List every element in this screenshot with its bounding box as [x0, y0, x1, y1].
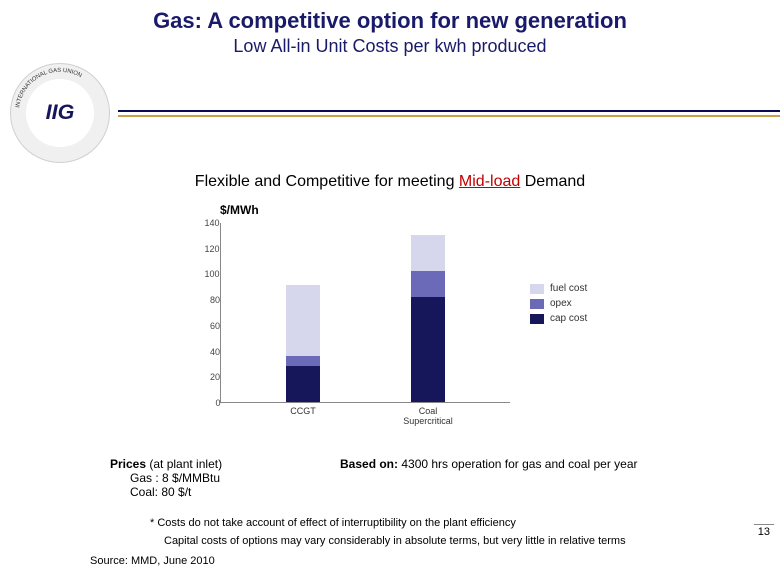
price-coal: Coal: 80 $/t	[110, 485, 310, 499]
price-assumptions: Prices (at plant inlet) Gas : 8 $/MMBtu …	[110, 457, 310, 499]
page-title: Gas: A competitive option for new genera…	[0, 0, 780, 34]
igu-logo: INTERNATIONAL GAS UNION IIG	[10, 63, 110, 163]
legend-swatch	[530, 314, 544, 324]
ytick: 120	[204, 244, 219, 254]
tagline-mid: Mid-load	[459, 173, 520, 190]
bar	[411, 235, 445, 402]
page-number: 13	[754, 524, 774, 538]
footnote-2: Capital costs of options may vary consid…	[150, 535, 780, 547]
legend-label: fuel cost	[550, 283, 587, 294]
ytick: 60	[210, 321, 220, 331]
legend-label: opex	[550, 298, 572, 309]
ytick: 0	[215, 398, 220, 408]
ytick: 80	[210, 295, 220, 305]
bar-segment-cap_cost	[411, 297, 445, 402]
x-label: CCGT	[263, 407, 343, 417]
based-rest: 4300 hrs operation for gas and coal per …	[398, 457, 637, 471]
legend-item: cap cost	[530, 313, 587, 324]
y-axis-unit: $/MWh	[220, 203, 780, 217]
ytick: 140	[204, 218, 219, 228]
tagline-post: Demand	[520, 173, 585, 190]
legend-swatch	[530, 284, 544, 294]
basis-assumption: Based on: 4300 hrs operation for gas and…	[310, 457, 690, 499]
bar-segment-fuel_cost	[411, 235, 445, 271]
footnote-1: * Costs do not take account of effect of…	[150, 517, 780, 529]
logo-initials: IIG	[46, 99, 75, 124]
source-line: Source: MMD, June 2010	[0, 555, 780, 567]
ytick: 20	[210, 372, 220, 382]
footnotes: * Costs do not take account of effect of…	[0, 517, 780, 547]
legend-swatch	[530, 299, 544, 309]
legend-item: opex	[530, 298, 587, 309]
bar	[286, 285, 320, 402]
tagline-pre: Flexible and Competitive for meeting	[195, 173, 459, 190]
bar-segment-cap_cost	[286, 366, 320, 402]
prices-heading: Prices	[110, 457, 146, 471]
bar-segment-opex	[286, 356, 320, 366]
ytick: 100	[204, 269, 219, 279]
legend-item: fuel cost	[530, 283, 587, 294]
tagline: Flexible and Competitive for meeting Mid…	[0, 173, 780, 191]
plot-area: 020406080100120140CCGTCoal Supercritical	[220, 223, 510, 403]
prices-heading-rest: (at plant inlet)	[146, 457, 222, 471]
page-subtitle: Low All-in Unit Costs per kwh produced	[0, 34, 780, 57]
price-gas: Gas : 8 $/MMBtu	[110, 471, 310, 485]
cost-chart: 020406080100120140CCGTCoal Supercritical…	[180, 223, 660, 433]
legend-label: cap cost	[550, 313, 587, 324]
x-label: Coal Supercritical	[388, 407, 468, 427]
bar-segment-fuel_cost	[286, 285, 320, 356]
legend: fuel cost opex cap cost	[530, 283, 587, 328]
header-rule: INTERNATIONAL GAS UNION IIG	[0, 63, 780, 163]
based-bold: Based on:	[340, 457, 398, 471]
bar-segment-opex	[411, 271, 445, 297]
ytick: 40	[210, 347, 220, 357]
